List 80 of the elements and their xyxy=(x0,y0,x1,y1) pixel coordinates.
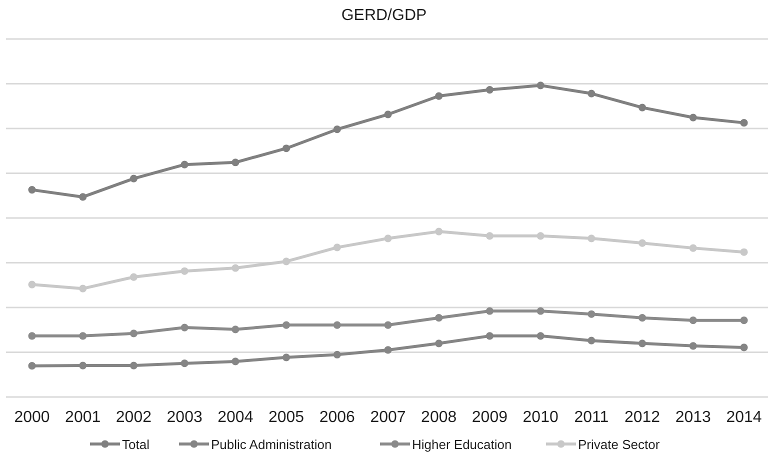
point xyxy=(638,314,646,322)
x-tick-label: 2007 xyxy=(370,409,406,426)
point xyxy=(180,267,188,275)
point xyxy=(588,90,596,98)
x-tick-label: 2014 xyxy=(726,409,762,426)
point xyxy=(588,310,596,318)
x-tick-label: 2005 xyxy=(268,409,304,426)
point xyxy=(435,228,443,236)
point xyxy=(536,232,544,240)
point xyxy=(180,160,188,168)
point xyxy=(130,174,138,182)
point xyxy=(638,340,646,348)
point xyxy=(282,258,290,266)
point xyxy=(232,358,240,366)
x-tick-label: 2013 xyxy=(675,409,712,426)
point xyxy=(232,326,240,334)
point xyxy=(28,332,36,340)
point xyxy=(740,344,748,352)
x-tick-label: 2002 xyxy=(116,409,152,426)
point xyxy=(435,92,443,100)
legend-label: Higher Education xyxy=(412,437,512,452)
x-tick-label: 2004 xyxy=(218,409,254,426)
point xyxy=(79,362,87,370)
point xyxy=(333,244,341,252)
x-tick-label: 2012 xyxy=(624,409,660,426)
point xyxy=(740,248,748,256)
point xyxy=(486,232,494,240)
point xyxy=(333,126,341,134)
point xyxy=(180,324,188,332)
x-tick-label: 2009 xyxy=(472,409,508,426)
point xyxy=(638,104,646,112)
point xyxy=(282,321,290,329)
point xyxy=(130,362,138,370)
x-tick-label: 2010 xyxy=(522,409,558,426)
point xyxy=(536,307,544,315)
point xyxy=(384,321,392,329)
point xyxy=(282,354,290,362)
point xyxy=(689,244,697,252)
point xyxy=(384,234,392,242)
x-tick-label: 2000 xyxy=(14,409,50,426)
chart-title: GERD/GDP xyxy=(341,7,427,24)
point xyxy=(130,273,138,281)
point xyxy=(79,193,87,201)
point xyxy=(28,186,36,194)
point xyxy=(384,110,392,118)
point xyxy=(232,264,240,272)
point xyxy=(28,280,36,288)
point xyxy=(486,86,494,94)
x-tick-label: 2006 xyxy=(319,409,356,426)
point xyxy=(232,158,240,166)
point xyxy=(689,316,697,324)
point xyxy=(588,234,596,242)
point xyxy=(333,321,341,329)
point xyxy=(638,239,646,247)
point xyxy=(180,360,188,368)
legend-label: Total xyxy=(122,437,150,452)
x-tick-label: 2011 xyxy=(574,409,609,426)
point xyxy=(130,330,138,338)
point xyxy=(486,332,494,340)
point xyxy=(740,119,748,127)
point xyxy=(333,350,341,358)
x-tick-label: 2001 xyxy=(65,409,101,426)
point xyxy=(689,342,697,350)
point xyxy=(536,82,544,90)
point xyxy=(486,307,494,315)
point xyxy=(588,336,596,344)
point xyxy=(79,332,87,340)
point xyxy=(79,284,87,292)
point xyxy=(740,316,748,324)
point xyxy=(689,114,697,122)
legend-label: Private Sector xyxy=(578,437,660,452)
x-tick-label: 2003 xyxy=(166,409,202,426)
legend-label: Public Administration xyxy=(211,437,332,452)
x-tick-label: 2008 xyxy=(421,409,457,426)
point xyxy=(536,332,544,340)
point xyxy=(282,144,290,152)
point xyxy=(384,346,392,354)
point xyxy=(435,314,443,322)
point xyxy=(28,362,36,370)
point xyxy=(435,340,443,348)
